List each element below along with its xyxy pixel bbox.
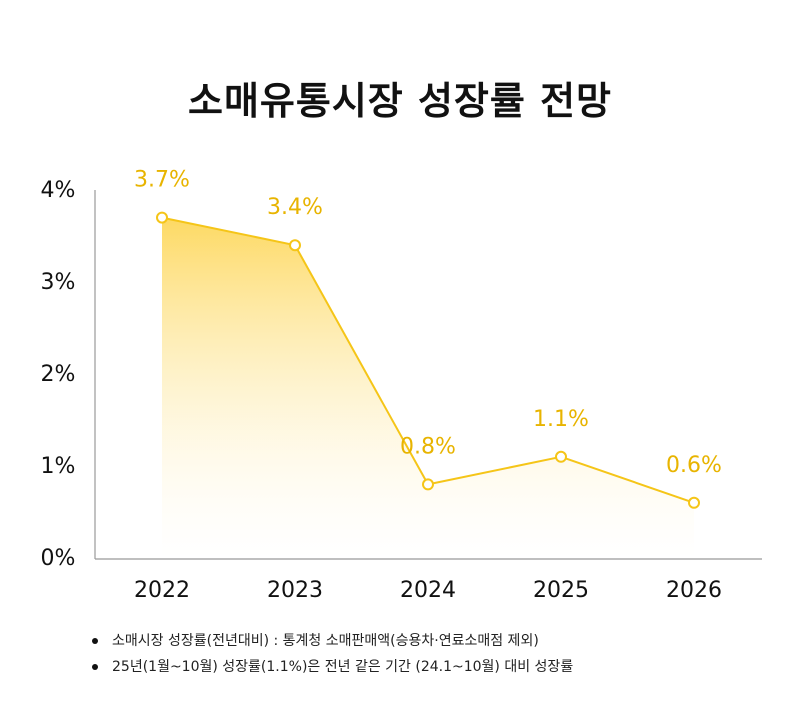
data-point (688, 496, 700, 509)
x-tick-label: 2024 (400, 578, 456, 603)
data-point (289, 239, 301, 252)
data-point (156, 211, 168, 224)
y-tick-label: 4% (41, 178, 76, 203)
x-tick-label: 2022 (134, 578, 190, 603)
data-point (422, 478, 434, 491)
footnote-text: 소매시장 성장률(전년대비) : 통계청 소매판매액(승용차·연료소매점 제외) (112, 633, 539, 649)
bullet-icon (92, 638, 98, 644)
data-label: 3.7% (134, 168, 190, 193)
data-label: 0.8% (400, 434, 456, 459)
data-label: 0.6% (666, 453, 722, 478)
data-point (555, 450, 567, 463)
footnotes: 소매시장 성장률(전년대비) : 통계청 소매판매액(승용차·연료소매점 제외)… (92, 628, 573, 680)
x-tick-label: 2023 (267, 578, 323, 603)
footnote-item: 25년(1월~10월) 성장률(1.1%)은 전년 같은 기간 (24.1~10… (92, 654, 573, 680)
y-tick-label: 1% (41, 454, 76, 479)
y-tick-label: 3% (41, 270, 76, 295)
y-tick-label: 0% (41, 546, 76, 571)
area-fill (162, 217, 694, 558)
x-tick-label: 2025 (533, 578, 589, 603)
bullet-icon (92, 664, 98, 670)
y-tick-label: 2% (41, 362, 76, 387)
footnote-item: 소매시장 성장률(전년대비) : 통계청 소매판매액(승용차·연료소매점 제외) (92, 628, 573, 654)
x-tick-label: 2026 (666, 578, 722, 603)
footnote-text: 25년(1월~10월) 성장률(1.1%)은 전년 같은 기간 (24.1~10… (112, 659, 574, 675)
chart-title: 소매유통시장 성장률 전망 (187, 79, 613, 123)
data-label: 3.4% (267, 195, 323, 220)
data-label: 1.1% (533, 407, 589, 432)
